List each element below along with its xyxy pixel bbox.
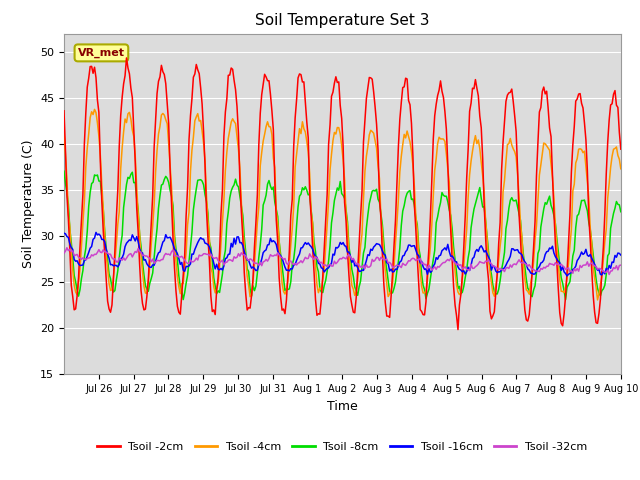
- Title: Soil Temperature Set 3: Soil Temperature Set 3: [255, 13, 429, 28]
- Legend: Tsoil -2cm, Tsoil -4cm, Tsoil -8cm, Tsoil -16cm, Tsoil -32cm: Tsoil -2cm, Tsoil -4cm, Tsoil -8cm, Tsoi…: [93, 438, 592, 457]
- X-axis label: Time: Time: [327, 400, 358, 413]
- Text: VR_met: VR_met: [78, 48, 125, 58]
- Y-axis label: Soil Temperature (C): Soil Temperature (C): [22, 140, 35, 268]
